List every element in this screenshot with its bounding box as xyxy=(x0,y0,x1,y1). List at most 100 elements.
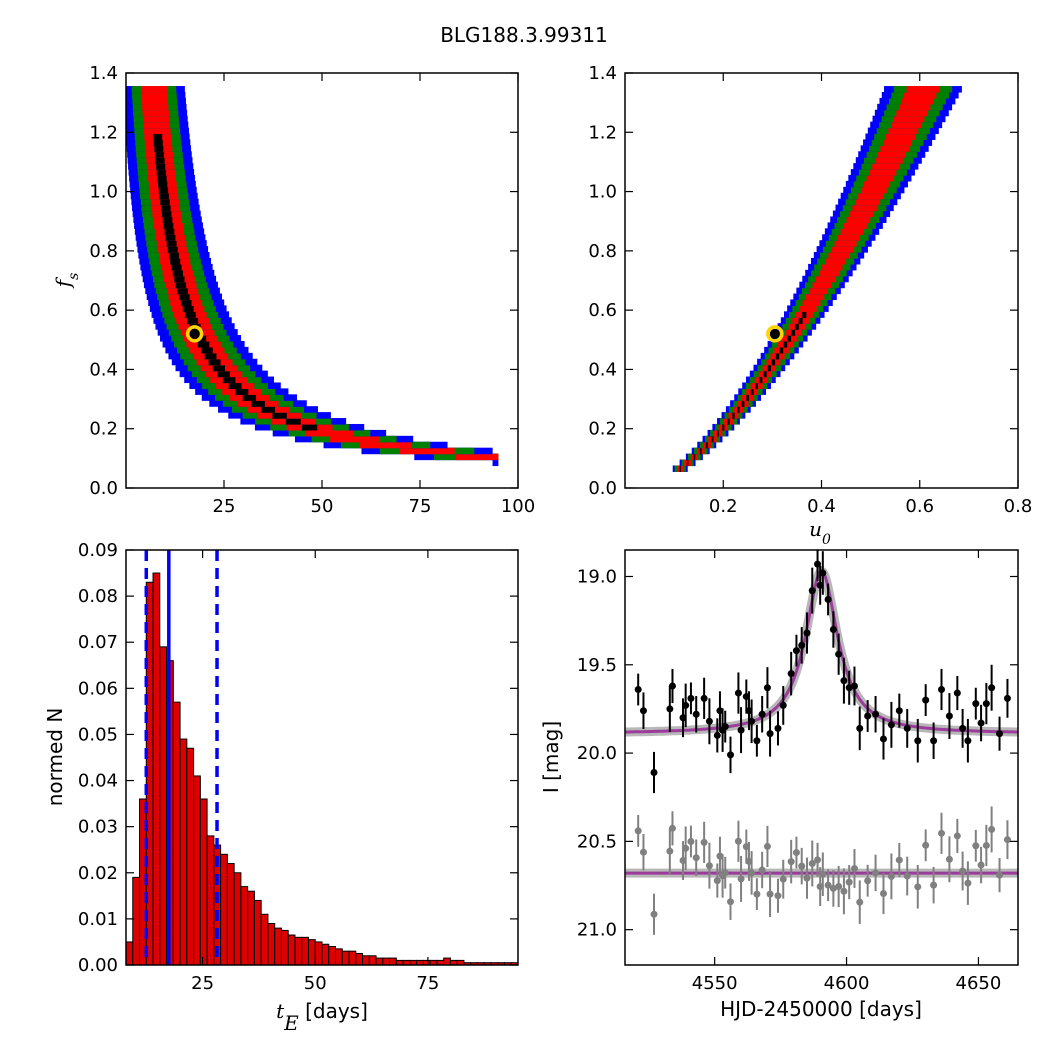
data-point xyxy=(734,689,742,697)
posterior-cell xyxy=(787,335,792,342)
posterior-cell xyxy=(737,406,740,413)
data-point xyxy=(982,700,990,708)
data-point xyxy=(808,587,816,595)
residual-point xyxy=(953,832,961,840)
posterior-cell xyxy=(798,317,803,324)
posterior-cell xyxy=(197,340,210,348)
data-point xyxy=(687,694,695,702)
data-point xyxy=(727,751,735,759)
histogram-bars xyxy=(125,572,519,966)
posterior-cell xyxy=(834,240,857,247)
posterior-cell xyxy=(182,305,194,312)
histogram-bar xyxy=(247,890,255,966)
histogram-bar xyxy=(172,701,181,966)
axis-ticks: 25 50 75 100 0.0 0.2 0.4 0.6 0.8 1.0 1.2 1.4 xyxy=(89,63,535,517)
posterior-cell xyxy=(837,234,860,241)
posterior-cell xyxy=(750,388,754,395)
data-point xyxy=(803,629,811,637)
histogram-bar xyxy=(233,872,242,966)
posterior-cell xyxy=(809,287,828,295)
data-point xyxy=(787,670,795,678)
histogram-bar xyxy=(125,941,134,966)
posterior-cell xyxy=(163,222,174,229)
posterior-cell xyxy=(171,263,182,271)
residual-point xyxy=(700,838,708,846)
histogram-bar xyxy=(267,923,276,966)
data-point xyxy=(922,696,930,704)
x-axis-label: tE [days] xyxy=(276,999,368,1035)
posterior-cell xyxy=(492,459,499,467)
data-point xyxy=(700,694,708,702)
best-fit-marker xyxy=(766,325,784,343)
residual-point xyxy=(692,854,700,862)
histogram-bar xyxy=(152,572,161,966)
posterior-cell xyxy=(228,382,242,389)
histogram-bar xyxy=(321,943,330,966)
y-tick-label: 0.08 xyxy=(78,586,118,607)
residual-point xyxy=(945,855,953,863)
x-tick-label: 25 xyxy=(191,973,214,994)
y-axis-label: fs xyxy=(51,273,82,290)
posterior-cell xyxy=(812,281,832,289)
histogram-bar xyxy=(159,646,168,966)
histogram-bar xyxy=(132,876,141,966)
posterior-cell xyxy=(165,234,176,241)
histogram-bar xyxy=(274,927,282,966)
posterior-cell xyxy=(732,412,735,419)
data-point xyxy=(879,735,887,743)
histogram-bar xyxy=(287,934,296,966)
x-tick-label: 100 xyxy=(501,496,535,517)
panel-fs-vs-tE: 25 50 75 100 0.0 0.2 0.4 0.6 0.8 1.0 1.2 1.4 fs xyxy=(51,63,535,517)
posterior-cell xyxy=(840,228,864,235)
residual-point xyxy=(666,847,674,855)
x-tick-label: 50 xyxy=(311,496,334,517)
data-point xyxy=(814,560,822,568)
posterior-cell xyxy=(802,299,821,306)
posterior-cell xyxy=(727,418,730,425)
histogram-bar xyxy=(280,929,289,966)
residual-point xyxy=(819,870,827,878)
y-tick-label: 0.05 xyxy=(78,724,118,745)
y-tick-label: 0.8 xyxy=(588,241,617,262)
data-point xyxy=(766,730,774,738)
y-tick-label: 0.4 xyxy=(89,359,118,380)
x-tick-label: 0.4 xyxy=(807,496,836,517)
posterior-cell xyxy=(141,86,167,93)
posterior-cell xyxy=(822,263,843,271)
posterior-cell xyxy=(170,257,181,265)
posterior-cell xyxy=(699,447,702,455)
residual-point xyxy=(787,858,795,866)
x-tick-label: 4650 xyxy=(956,973,1002,994)
posterior-cell xyxy=(759,376,763,384)
y-tick-label: 0.03 xyxy=(78,817,118,838)
posterior-cell xyxy=(187,317,199,324)
posterior-cell xyxy=(693,453,696,461)
residual-point xyxy=(887,872,895,880)
posterior-cell xyxy=(179,293,190,301)
data-point xyxy=(705,717,713,725)
data-point xyxy=(887,721,895,729)
light-curve-content xyxy=(625,550,1018,935)
data-point xyxy=(977,719,985,727)
residual-point xyxy=(996,871,1004,879)
best-fit-marker-core xyxy=(769,328,780,339)
residual-point xyxy=(766,890,774,898)
y-tick-label: 0.02 xyxy=(78,863,118,884)
posterior-cell xyxy=(686,459,689,467)
posterior-cell xyxy=(162,216,173,223)
data-point xyxy=(840,677,848,685)
residual-point xyxy=(879,889,887,897)
posterior-cell xyxy=(783,340,788,348)
y-tick-label: 1.2 xyxy=(588,122,617,143)
posterior-cell xyxy=(860,186,887,194)
residual-point xyxy=(914,883,922,891)
posterior-cell xyxy=(142,103,169,111)
posterior-cell xyxy=(305,429,354,437)
posterior-cell xyxy=(143,115,170,123)
residual-point xyxy=(721,869,729,877)
posterior-cell xyxy=(177,287,188,295)
posterior-cell xyxy=(869,169,897,176)
y-tick-label: 0.4 xyxy=(588,359,617,380)
y-tick-label: 0.06 xyxy=(78,678,118,699)
posterior-cell xyxy=(159,192,169,200)
